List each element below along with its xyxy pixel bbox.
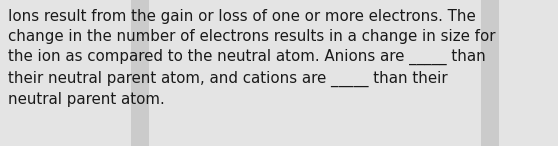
Bar: [131, 0, 149, 146]
Text: Ions result from the gain or loss of one or more electrons. The
change in the nu: Ions result from the gain or loss of one…: [8, 9, 496, 107]
Bar: [481, 0, 499, 146]
